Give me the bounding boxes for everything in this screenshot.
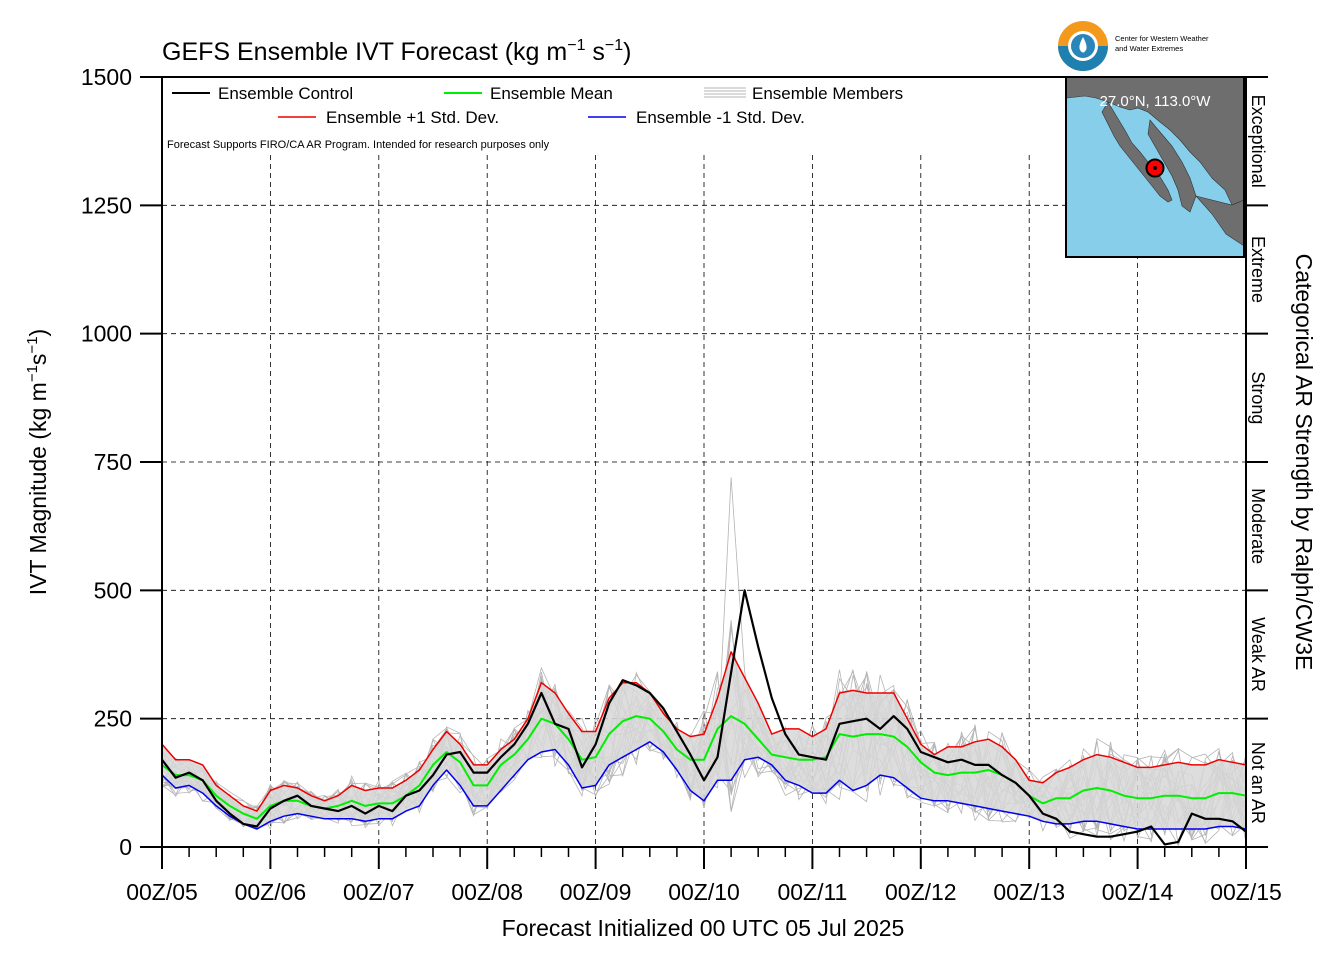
y-tick-label: 1500 bbox=[81, 64, 132, 90]
category-label: Exceptional bbox=[1248, 95, 1268, 188]
category-label: Strong bbox=[1248, 371, 1268, 424]
map-location-label: 27.0°N, 113.0°W bbox=[1100, 93, 1212, 110]
y-tick-label: 250 bbox=[94, 706, 132, 732]
x-tick-label: 00Z/06 bbox=[235, 879, 307, 905]
category-label: Not an AR bbox=[1248, 742, 1268, 824]
legend-members-swatch bbox=[704, 87, 746, 98]
logo-text-2: and Water Extremes bbox=[1115, 44, 1183, 53]
x-tick-label: 00Z/08 bbox=[451, 879, 523, 905]
x-tick-label: 00Z/07 bbox=[343, 879, 415, 905]
legend-minus-label: Ensemble -1 Std. Dev. bbox=[636, 108, 805, 127]
map-land-north bbox=[1065, 76, 1245, 206]
x-axis-label: Forecast Initialized 00 UTC 05 Jul 2025 bbox=[502, 915, 905, 941]
category-label: Moderate bbox=[1248, 488, 1268, 564]
series-mean-line bbox=[161, 715, 1247, 820]
y-tick-label: 0 bbox=[119, 834, 132, 860]
series-control-line bbox=[161, 589, 1247, 846]
legend-members-label: Ensemble Members bbox=[752, 84, 903, 103]
x-tick-label: 00Z/15 bbox=[1210, 879, 1282, 905]
legend-mean-label: Ensemble Mean bbox=[490, 84, 613, 103]
legend-control-label: Ensemble Control bbox=[218, 84, 353, 103]
location-map: 27.0°N, 113.0°W bbox=[1065, 76, 1245, 258]
y-axis-label: IVT Magnitude (kg m−1s−1) bbox=[24, 329, 51, 595]
x-tick-label: 00Z/09 bbox=[560, 879, 632, 905]
x-tick-label: 00Z/14 bbox=[1102, 879, 1174, 905]
x-tick-label: 00Z/05 bbox=[126, 879, 198, 905]
x-tick-label: 00Z/10 bbox=[668, 879, 740, 905]
chart-title: GEFS Ensemble IVT Forecast (kg m−1 s−1) bbox=[162, 37, 632, 66]
legend: Ensemble Control Ensemble Mean Ensemble … bbox=[164, 80, 924, 155]
y-tick-label: 1250 bbox=[81, 192, 132, 218]
series-minus-line bbox=[161, 741, 1247, 830]
legend-plus-label: Ensemble +1 Std. Dev. bbox=[326, 108, 499, 127]
x-tick-label: 00Z/11 bbox=[777, 879, 847, 905]
research-note: Forecast Supports FIRO/CA AR Program. In… bbox=[167, 139, 550, 151]
series-lines bbox=[161, 589, 1247, 846]
y-tick-label: 750 bbox=[94, 449, 132, 475]
x-tick-label: 00Z/13 bbox=[993, 879, 1065, 905]
logo-text-1: Center for Western Weather bbox=[1115, 34, 1209, 43]
map-sonora-coast bbox=[1147, 119, 1197, 213]
ar-category-labels: Not an AR Weak AR Moderate Strong Extreme Exc… bbox=[1246, 76, 1268, 848]
y-tick-label: 500 bbox=[94, 577, 132, 603]
x-tick-label: 00Z/12 bbox=[885, 879, 957, 905]
axes: 0 250 500 750 1000 1250 1500 00Z/05 00Z/06 00Z/07… bbox=[81, 64, 1282, 905]
y-tick-label: 1000 bbox=[81, 321, 132, 347]
category-label: Weak AR bbox=[1248, 617, 1268, 692]
right-axis-label: Categorical AR Strength by Ralph/CW3E bbox=[1291, 254, 1317, 671]
cw3e-logo: Center for Western Weather and Water Ext… bbox=[1058, 21, 1209, 71]
category-label: Extreme bbox=[1248, 236, 1268, 303]
series-plus-line bbox=[161, 651, 1247, 812]
